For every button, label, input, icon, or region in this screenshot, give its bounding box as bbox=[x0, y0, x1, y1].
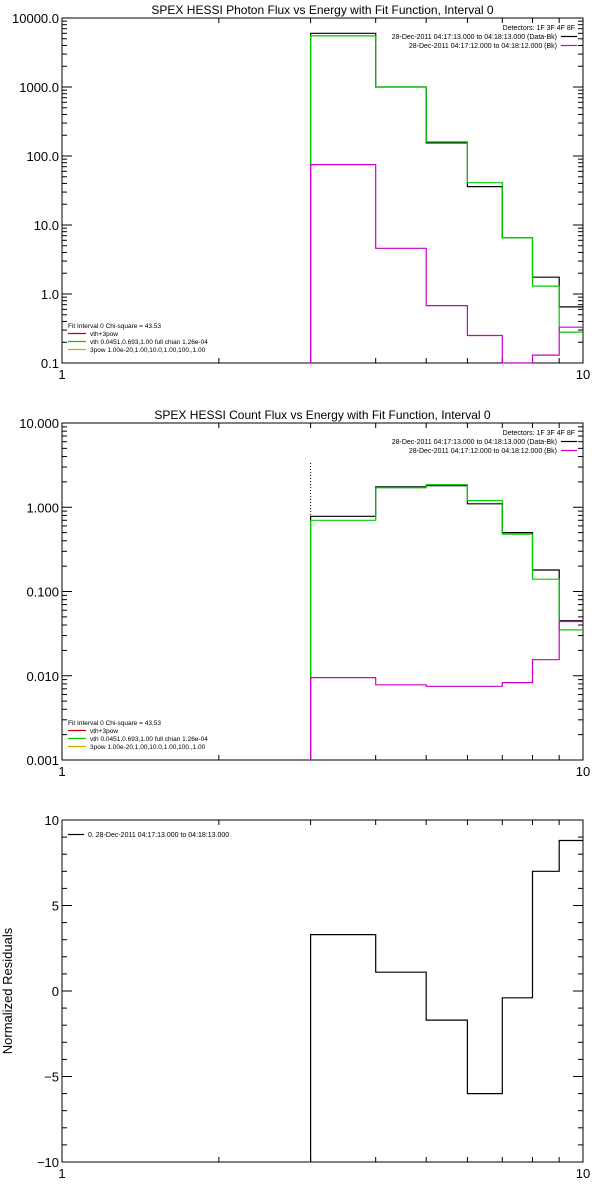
y-tick-label: 0 bbox=[52, 984, 59, 999]
y-tick-label: 5 bbox=[52, 899, 59, 914]
y-tick-label: 1.0 bbox=[41, 287, 59, 302]
legend-top-left: 0. 28-Dec-2011 04:17:13.000 to 04:18:13.… bbox=[68, 832, 229, 839]
series-line-2 bbox=[310, 35, 583, 363]
plot-frame bbox=[61, 819, 584, 1163]
y-tick-label: 1.000 bbox=[26, 500, 59, 515]
series-line-1 bbox=[310, 32, 583, 363]
legend-entry: vth 0.0451,0.693,1.00 full chian 1.26e-0… bbox=[90, 736, 208, 743]
legend-header: Detectors: 1F 3F 4F 8F bbox=[503, 25, 575, 32]
legend-entry: 28-Dec-2011 04:17:12.000 to 04:18:12.000… bbox=[409, 43, 557, 50]
legend-header: Fit Interval 0 Chi-square = 43.53 bbox=[68, 323, 161, 330]
chart-panel-1: SPEX HESSI Photon Flux vs Energy with Fi… bbox=[12, 3, 590, 382]
y-tick-label: 1000.0 bbox=[19, 80, 59, 95]
y-tick-label: 10.000 bbox=[19, 416, 59, 431]
legend-entry: vth+3pow bbox=[90, 728, 118, 735]
x-tick-label: 10 bbox=[576, 1166, 590, 1181]
y-axis-label: Normalized Residuals bbox=[0, 927, 15, 1054]
legend-top: Detectors: 1F 3F 4F 8F 28-Dec-2011 04:17:… bbox=[392, 430, 577, 455]
plot-frame bbox=[61, 17, 584, 364]
legend-header: Detectors: 1F 3F 4F 8F bbox=[503, 430, 575, 437]
legend-entry: 28-Dec-2011 04:17:12.000 to 04:18:12.000… bbox=[409, 448, 557, 455]
legend-entry: 28-Dec-2011 04:17:13.000 to 04:18:13.000… bbox=[392, 439, 557, 446]
x-tick-label: 10 bbox=[576, 367, 590, 382]
y-tick-label: −5 bbox=[44, 1070, 59, 1085]
legend-entry: vth+3pow bbox=[90, 331, 118, 338]
series-line-1 bbox=[310, 839, 583, 1162]
y-tick-label: 10.0 bbox=[34, 218, 59, 233]
series-line-3 bbox=[310, 164, 583, 364]
y-tick-label: 0.100 bbox=[26, 585, 59, 600]
y-tick-label: −10 bbox=[37, 1155, 59, 1170]
x-tick-label: 1 bbox=[58, 764, 65, 779]
y-tick-label: 0.010 bbox=[26, 669, 59, 684]
legend-entry: 3pow 1.00e-20,1.00,10.0,1.00,100.,1.00 bbox=[90, 744, 206, 751]
legend-bottom: Fit Interval 0 Chi-square = 43.53vth+3po… bbox=[68, 720, 208, 751]
legend-entry: vth 0.0451,0.693,1.00 full chian 1.26e-0… bbox=[90, 339, 208, 346]
legend-bottom: Fit Interval 0 Chi-square = 43.53vth+3po… bbox=[68, 323, 208, 354]
y-tick-label: 0.1 bbox=[41, 356, 59, 371]
x-tick-label: 10 bbox=[576, 764, 590, 779]
legend-entry: 28-Dec-2011 04:17:13.000 to 04:18:13.000… bbox=[392, 34, 557, 41]
series-line-3 bbox=[310, 620, 583, 760]
legend-entry: 3pow 1.00e-20,1.00,10.0,1.00,100.,1.00 bbox=[90, 347, 206, 354]
y-tick-label: 10000.0 bbox=[12, 11, 59, 26]
chart-panel-2: SPEX HESSI Count Flux vs Energy with Fit… bbox=[19, 408, 590, 779]
series-line-2 bbox=[310, 484, 583, 760]
series-line-1 bbox=[310, 485, 583, 760]
chart-title: SPEX HESSI Count Flux vs Energy with Fit… bbox=[154, 408, 490, 422]
x-tick-label: 1 bbox=[58, 1166, 65, 1181]
legend-top: Detectors: 1F 3F 4F 8F 28-Dec-2011 04:17:… bbox=[392, 25, 577, 50]
y-tick-label: 10 bbox=[45, 813, 59, 828]
legend-entry: 0. 28-Dec-2011 04:17:13.000 to 04:18:13.… bbox=[88, 832, 229, 839]
chart-panel-3: 1 10 −10 −5 0 5 10 Normalized Residuals 0. 28-De… bbox=[0, 813, 590, 1181]
legend-header: Fit Interval 0 Chi-square = 43.53 bbox=[68, 720, 161, 727]
x-tick-label: 1 bbox=[58, 367, 65, 382]
y-tick-label: 100.0 bbox=[26, 149, 59, 164]
plot-frame bbox=[61, 422, 584, 761]
y-tick-label: 0.001 bbox=[26, 753, 59, 768]
chart-title: SPEX HESSI Photon Flux vs Energy with Fi… bbox=[151, 3, 493, 17]
